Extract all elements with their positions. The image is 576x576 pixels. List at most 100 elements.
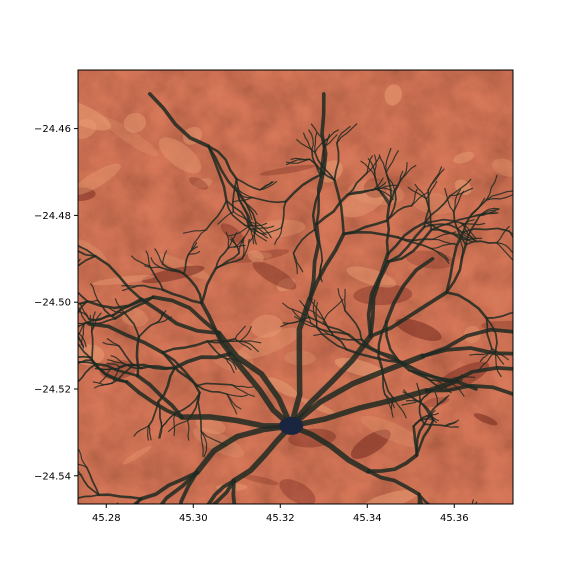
valley-channel [47,359,65,371]
valley-channel [419,562,427,576]
valley-channel [292,228,316,255]
valley-channel [161,533,174,572]
valley-channel [137,572,161,576]
valley-channel [207,144,239,193]
valley-channel [215,330,294,429]
valley-channel [152,526,158,535]
valley-channel [522,335,570,369]
valley-channel [313,333,335,337]
valley-channel [173,412,176,437]
y-tick-label: −24.46 [34,124,71,135]
valley-channel [239,325,252,342]
valley-channel [145,250,150,267]
valley-channel [112,295,155,317]
valley-channel [149,542,155,557]
valley-channel [385,204,413,222]
valley-channel [107,359,123,364]
valley-channel [135,374,184,419]
terrain-patch [78,187,96,202]
valley-channel [417,493,431,504]
valley-channel [441,522,447,548]
valley-channel [446,522,472,534]
y-tick-label: −24.54 [34,471,71,482]
valley-channel [234,325,246,340]
valley-channel [315,326,348,351]
terrain-patch [362,489,418,504]
valley-channel [84,531,111,540]
valley-channel [78,307,88,324]
valley-channel [417,387,421,402]
valley-channel [390,397,394,418]
valley-channel [182,229,207,234]
valley-channel [123,312,140,338]
valley-channel [320,92,328,176]
valley-channel [98,525,117,531]
valley-channel [150,257,161,268]
valley-channel [512,393,513,396]
valley-channel [387,225,426,264]
terrain-patch [276,277,296,292]
valley-channel [91,312,102,332]
valley-channel [515,332,566,380]
valley-channel [333,178,345,236]
valley-channel [162,250,168,265]
valley-channel [124,380,184,419]
valley-channel [274,226,283,245]
valley-channel [51,500,71,501]
valley-channel [47,329,68,333]
valley-channel [423,189,430,228]
valley-channel [227,244,246,249]
valley-channel [258,570,281,576]
valley-channel [311,149,322,178]
terrain-patch [121,307,149,327]
valley-channel [80,322,85,346]
valley-channel [239,340,262,344]
valley-channel [157,522,175,526]
valley-channel [308,232,346,301]
terrain-patch [250,314,283,338]
valley-channel [226,393,242,410]
valley-channel [87,322,165,355]
valley-channel [234,338,252,351]
valley-channel [161,532,175,543]
valley-channel [366,453,419,473]
valley-channel [94,362,139,378]
valley-channel [78,244,97,258]
valley-channel [462,199,488,233]
valley-channel [441,548,444,564]
valley-channel [259,180,278,191]
valley-channel [397,236,433,242]
valley-channel [64,540,85,543]
valley-channel [200,430,204,457]
valley-channel [88,356,128,384]
terrain-patch [158,137,202,174]
valley-channel [423,223,459,230]
valley-channel [235,189,253,199]
valley-channel [447,543,459,550]
valley-channel [368,290,449,339]
valley-channel [303,132,313,151]
valley-channel [407,562,413,576]
x-tick-label: 45.28 [92,513,121,524]
reservoir [279,416,304,435]
valley-channel [472,534,483,546]
valley-channel [196,384,228,395]
valley-channel [420,389,434,402]
valley-channel [550,445,554,484]
valley-channel [161,535,166,543]
valley-channel [131,363,177,371]
valley-channel [434,556,447,564]
x-axis: 45.28 45.30 45.32 45.34 45.36 [92,504,469,524]
terrain-patch [248,250,264,264]
valley-channel [161,351,199,387]
valley-channel [315,175,323,226]
valley-channel [132,497,143,504]
valley-channel [51,360,65,372]
valley-channel [288,353,426,429]
valley-channel [106,338,120,347]
valley-channel [552,445,576,467]
valley-channel [291,308,312,324]
valley-channel [161,412,176,427]
valley-channel [94,382,113,389]
valley-channel [52,368,69,374]
